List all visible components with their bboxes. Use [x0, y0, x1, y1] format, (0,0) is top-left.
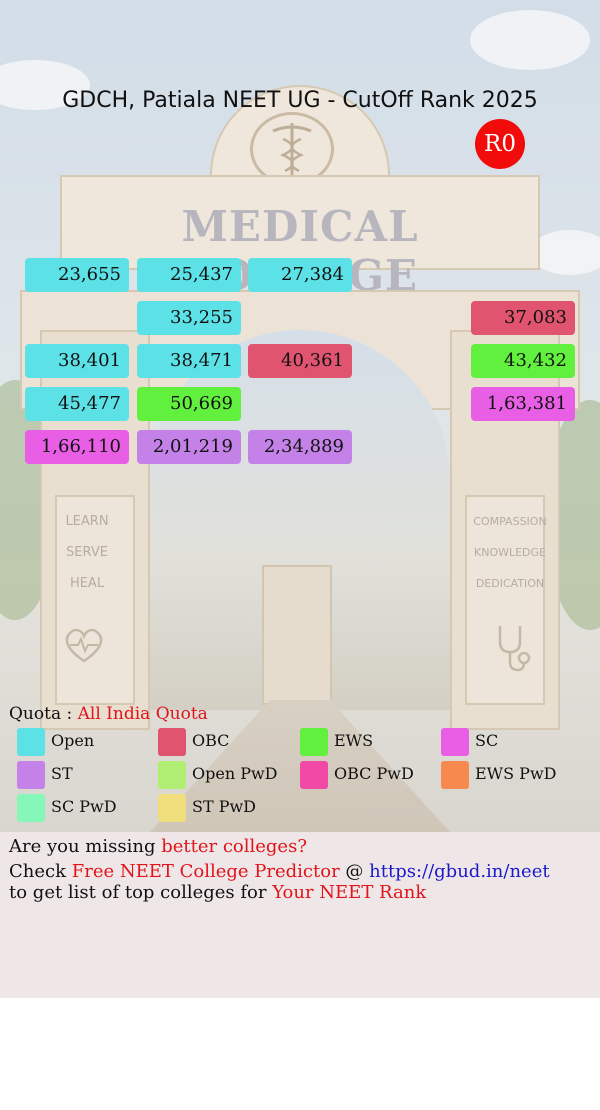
footer-highlight: Your NEET Rank: [272, 882, 427, 903]
left-pillar-text: LEARN SERVE HEAL: [55, 506, 119, 599]
footer-text: Are you missing: [9, 836, 162, 857]
legend-label: OBC: [192, 731, 230, 750]
footer-line-1: Are you missing better colleges?: [9, 836, 307, 857]
cloud: [0, 60, 90, 110]
footer-line-2: Check Free NEET College Predictor @ http…: [9, 861, 550, 882]
predictor-url-link[interactable]: https://gbud.in/neet: [369, 861, 550, 882]
legend-swatch: [158, 794, 186, 822]
page-title: GDCH, Patiala NEET UG - CutOff Rank 2025: [62, 88, 538, 113]
legend-label: Open: [51, 731, 95, 750]
rank-cell: 1,66,110: [25, 430, 129, 464]
heart-pulse-icon: [62, 625, 106, 669]
rank-cell: 2,01,219: [137, 430, 241, 464]
pillar-word: KNOWLEDGE: [474, 546, 546, 559]
legend-label: ST PwD: [192, 797, 257, 816]
legend-swatch: [17, 728, 45, 756]
rank-cell: 50,669: [137, 387, 241, 421]
pillar-word: COMPASSION: [473, 515, 547, 528]
predictor-link[interactable]: Free NEET College Predictor: [71, 861, 340, 882]
round-badge: R0: [475, 119, 525, 169]
legend-label: EWS: [334, 731, 374, 750]
stethoscope-icon: [490, 622, 534, 678]
legend-label: SC PwD: [51, 797, 117, 816]
rank-cell: 38,401: [25, 344, 129, 378]
rank-cell: 33,255: [137, 301, 241, 335]
cloud: [470, 10, 590, 70]
rank-cell: 40,361: [248, 344, 352, 378]
footer-highlight: better colleges?: [161, 836, 307, 857]
legend-swatch: [441, 728, 469, 756]
legend-swatch: [300, 728, 328, 756]
right-pillar-text: COMPASSION KNOWLEDGE DEDICATION: [470, 506, 550, 599]
footer-text: to get list of top colleges for: [9, 882, 273, 903]
legend-label: ST: [51, 764, 73, 783]
rank-cell: 38,471: [137, 344, 241, 378]
rank-cell: 37,083: [471, 301, 575, 335]
rank-cell: 27,384: [248, 258, 352, 292]
legend-label: OBC PwD: [334, 764, 414, 783]
rank-cell: 2,34,889: [248, 430, 352, 464]
footer-text: @: [339, 861, 370, 882]
legend-label: Open PwD: [192, 764, 278, 783]
legend-swatch: [158, 728, 186, 756]
pillar-word: LEARN: [65, 514, 109, 529]
legend-swatch: [441, 761, 469, 789]
distant-building: [262, 565, 332, 705]
footer-text: Check: [9, 861, 72, 882]
rank-cell: 45,477: [25, 387, 129, 421]
quota-line: Quota : All India Quota: [9, 704, 208, 724]
footer-panel: Are you missing better colleges? Check F…: [0, 832, 600, 998]
legend-swatch: [158, 761, 186, 789]
legend-swatch: [17, 761, 45, 789]
quota-value: All India Quota: [77, 704, 208, 724]
right-pillar-panel: [465, 495, 545, 705]
cloud: [530, 230, 600, 275]
rank-cell: 23,655: [25, 258, 129, 292]
rank-cell: 43,432: [471, 344, 575, 378]
legend-swatch: [300, 761, 328, 789]
footer-line-3: to get list of top colleges for Your NEE…: [9, 882, 426, 903]
arch-pediment: [60, 175, 540, 270]
pillar-word: HEAL: [69, 576, 105, 591]
rank-cell: 25,437: [137, 258, 241, 292]
pillar-word: SERVE: [66, 545, 108, 560]
quota-label: Quota :: [9, 704, 73, 724]
legend-swatch: [17, 794, 45, 822]
legend-label: EWS PwD: [475, 764, 557, 783]
rank-cell: 1,63,381: [471, 387, 575, 421]
left-pillar-panel: [55, 495, 135, 705]
legend-label: SC: [475, 731, 499, 750]
pillar-word: DEDICATION: [475, 577, 545, 590]
